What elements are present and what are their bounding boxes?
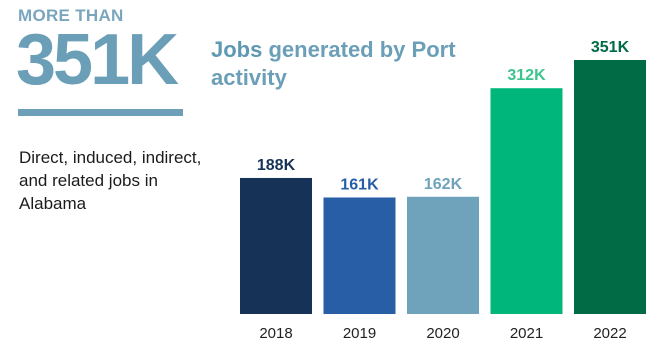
- x-tick-label-2021: 2021: [510, 325, 543, 342]
- x-tick-label-2022: 2022: [593, 325, 626, 342]
- chart-title-rest: generated by Port activity: [211, 37, 456, 90]
- x-tick-label-2018: 2018: [259, 325, 292, 342]
- x-tick-label-2019: 2019: [343, 325, 376, 342]
- bar-2019: [323, 197, 396, 314]
- description-text: Direct, induced, indirect, and related j…: [19, 148, 202, 213]
- data-label-2018: 188K: [257, 157, 296, 174]
- bar-2021: [490, 88, 563, 314]
- bar-2020: [407, 196, 479, 314]
- chart-title: Jobs generated by Port activity: [211, 36, 471, 92]
- headline-number: 351K: [16, 20, 179, 100]
- data-label-2021: 312K: [507, 67, 546, 84]
- chart-title-accent: Jobs: [211, 37, 263, 62]
- bar-2022: [574, 60, 646, 314]
- data-label-2020: 162K: [424, 176, 463, 193]
- data-label-2019: 161K: [340, 176, 379, 193]
- bar-2018: [240, 177, 312, 314]
- data-label-2022: 351K: [591, 39, 630, 56]
- x-tick-label-2020: 2020: [426, 325, 459, 342]
- kicker-text: MORE THAN: [18, 6, 124, 25]
- divider-rule: [18, 109, 183, 116]
- bars-layer: 188K 2018 161K 2019 162K 2020 312K 2021 351K 2022: [240, 39, 646, 342]
